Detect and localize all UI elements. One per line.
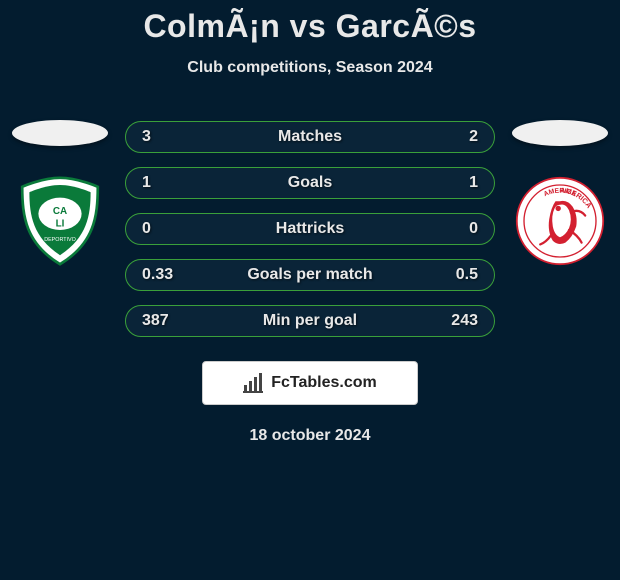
stat-left-value: 3 (142, 128, 151, 146)
source-brand-text: FcTables.com (271, 374, 377, 392)
stat-row-matches: 3 Matches 2 (125, 121, 495, 153)
stat-label: Goals per match (247, 266, 372, 284)
page-subtitle: Club competitions, Season 2024 (0, 59, 620, 77)
stat-left-value: 387 (142, 312, 169, 330)
stat-row-min-per-goal: 387 Min per goal 243 (125, 305, 495, 337)
source-badge: FcTables.com (202, 361, 418, 405)
stat-label: Matches (278, 128, 342, 146)
comparison-card: ColmÃ¡n vs GarcÃ©s Club competitions, Se… (0, 0, 620, 580)
stat-label: Hattricks (276, 220, 344, 238)
stat-label: Min per goal (263, 312, 357, 330)
stat-left-value: 1 (142, 174, 151, 192)
bar-chart-icon (243, 373, 265, 393)
stat-right-value: 0 (469, 220, 478, 238)
stat-row-hattricks: 0 Hattricks 0 (125, 213, 495, 245)
stat-left-value: 0 (142, 220, 151, 238)
stat-label: Goals (288, 174, 332, 192)
stat-right-value: 243 (451, 312, 478, 330)
stat-right-value: 2 (469, 128, 478, 146)
stats-table: 3 Matches 2 1 Goals 1 0 Hattricks 0 0.33… (0, 121, 620, 337)
stat-row-goals-per-match: 0.33 Goals per match 0.5 (125, 259, 495, 291)
stat-left-value: 0.33 (142, 266, 173, 284)
page-title: ColmÃ¡n vs GarcÃ©s (0, 0, 620, 45)
stat-right-value: 1 (469, 174, 478, 192)
date-text: 18 october 2024 (0, 427, 620, 445)
stat-row-goals: 1 Goals 1 (125, 167, 495, 199)
stat-right-value: 0.5 (456, 266, 478, 284)
